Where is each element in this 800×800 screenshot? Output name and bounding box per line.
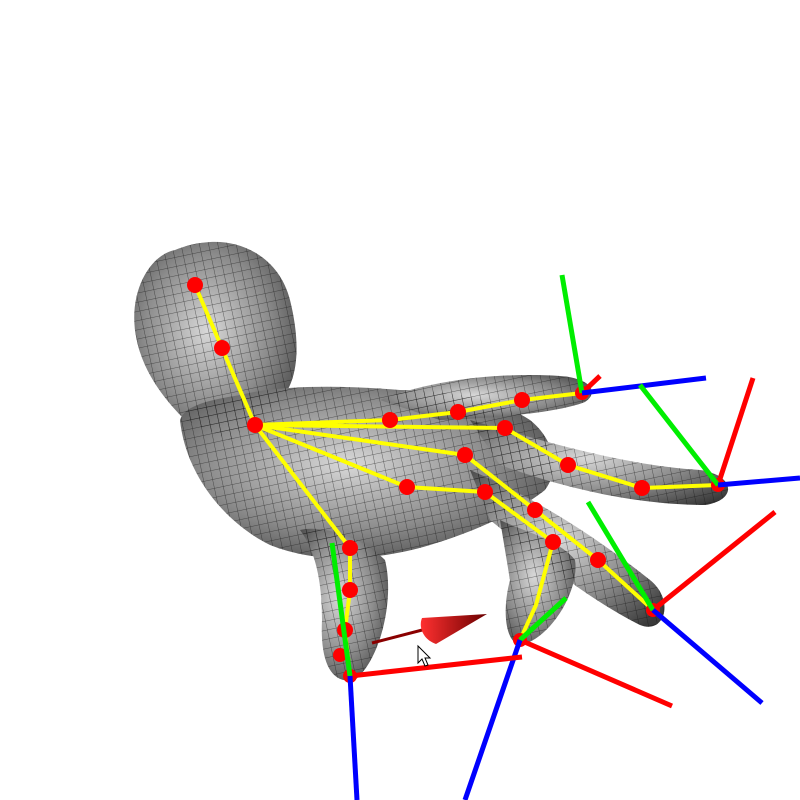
joint-pinky-1[interactable] [399, 479, 415, 495]
joint-middle-2[interactable] [560, 457, 576, 473]
joint-pinky-3[interactable] [545, 534, 561, 550]
axes-middle-tip[interactable] [638, 377, 800, 488]
axis-z[interactable] [581, 375, 707, 396]
axis-y[interactable] [585, 500, 656, 612]
joint-wrist-mid[interactable] [214, 340, 230, 356]
axes-index-tip[interactable] [559, 274, 707, 396]
axis-z[interactable] [717, 475, 800, 488]
joint-palm[interactable] [247, 417, 263, 433]
axis-z[interactable] [651, 608, 764, 705]
joint-ring-1[interactable] [457, 447, 473, 463]
joint-index-3[interactable] [514, 392, 530, 408]
bone-pinky [253, 423, 555, 642]
axes-ring-tip[interactable] [585, 500, 777, 705]
joint-index-2[interactable] [450, 404, 466, 420]
axis-z[interactable] [462, 639, 523, 800]
axis-z[interactable] [347, 675, 360, 800]
hand-mesh[interactable] [134, 241, 729, 681]
mouse-pointer-icon [417, 644, 432, 667]
axis-x[interactable] [349, 654, 523, 679]
direction-arrow-gizmo[interactable] [371, 614, 487, 645]
arrow-shaft[interactable] [371, 626, 431, 645]
axes-thumb-tip[interactable] [329, 542, 523, 800]
joint-middle-3[interactable] [634, 480, 650, 496]
joint-ring-3[interactable] [590, 552, 606, 568]
axis-y[interactable] [329, 542, 353, 677]
joint-wrist-root[interactable] [187, 277, 203, 293]
joint-index-1[interactable] [382, 412, 398, 428]
axis-x[interactable] [519, 637, 673, 709]
joint-middle-1[interactable] [497, 420, 513, 436]
axis-y[interactable] [518, 596, 568, 642]
joint-thumb-4[interactable] [333, 648, 347, 662]
axis-x[interactable] [651, 510, 777, 612]
joint-ring-2[interactable] [527, 502, 543, 518]
axis-y[interactable] [638, 383, 720, 487]
joint-thumb-2[interactable] [342, 582, 358, 598]
hand-mesh-wireframe [134, 241, 729, 681]
axis-y[interactable] [559, 274, 585, 394]
arrow-cone[interactable] [420, 614, 487, 644]
axes-pinky-tip[interactable] [462, 596, 673, 800]
joint-pinky-2[interactable] [477, 484, 493, 500]
joint-thumb-1[interactable] [342, 540, 358, 556]
axis-x[interactable] [715, 377, 756, 486]
